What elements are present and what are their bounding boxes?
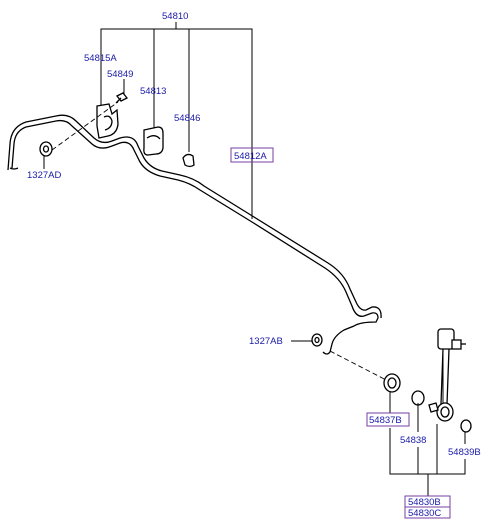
label-54849[interactable]: 54849 — [107, 69, 133, 80]
label-boxes — [230, 147, 451, 519]
label-54810[interactable]: 54810 — [162, 11, 188, 22]
stabilizer-bar — [7, 114, 382, 355]
label-54815a[interactable]: 54815A — [84, 53, 117, 64]
label-54839b[interactable]: 54839B — [448, 447, 481, 458]
link-bushing-icon — [383, 373, 401, 393]
ring-icon — [411, 390, 425, 406]
label-54830c[interactable]: 54830C — [408, 508, 441, 519]
nut-right-icon — [311, 333, 323, 347]
bolt-icon — [115, 92, 129, 104]
labels: 54810 54815A 54849 54813 54846 54812A 13… — [27, 11, 481, 519]
axis-line-left — [51, 101, 119, 151]
nut-left-icon — [39, 141, 53, 157]
label-54846[interactable]: 54846 — [174, 113, 200, 124]
bracket-icon — [96, 103, 119, 139]
label-54813[interactable]: 54813 — [140, 86, 166, 97]
label-54838[interactable]: 54838 — [400, 435, 426, 446]
label-54837b[interactable]: 54837B — [369, 415, 402, 426]
clip-icon — [182, 153, 195, 168]
stabilizer-link-icon — [428, 328, 466, 422]
label-54812a[interactable]: 54812A — [234, 151, 267, 162]
axis-line-right — [329, 350, 391, 383]
label-1327ab[interactable]: 1327AB — [249, 336, 283, 347]
bushing-icon — [143, 126, 164, 156]
leader-lines — [43, 22, 466, 496]
label-54830b[interactable]: 54830B — [408, 497, 441, 508]
label-1327ad[interactable]: 1327AD — [27, 170, 61, 181]
washer-icon — [460, 419, 472, 433]
